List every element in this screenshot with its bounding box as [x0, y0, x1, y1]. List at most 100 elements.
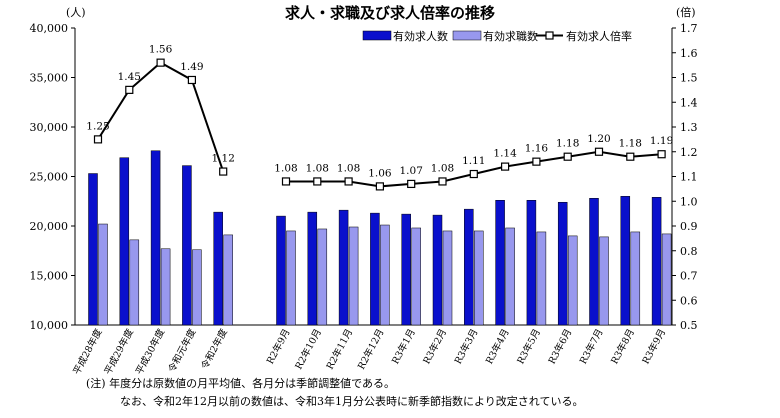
chart-title: 求人・求職及び求人倍率の推移: [284, 4, 495, 22]
note-line-1: (注) 年度分は原数値の月平均値、各月分は季節調整値である。: [86, 377, 395, 390]
x-category-label: R3年1月: [389, 327, 418, 366]
left-tick-label: 20,000: [30, 220, 69, 233]
bar-job-seekers: [129, 239, 140, 326]
legend-label: 有効求職数: [483, 29, 538, 43]
right-tick-label: 1.1: [680, 171, 698, 184]
ratio-data-label: 1.16: [525, 143, 549, 155]
ratio-data-label: 1.45: [118, 71, 141, 83]
bar-job-seekers: [98, 223, 108, 326]
ratio-marker: [594, 147, 604, 156]
left-tick-label: 35,000: [30, 72, 69, 85]
x-category-label: R3年4月: [483, 327, 512, 366]
ratio-data-label: 1.08: [274, 162, 297, 174]
x-category-label: R3年7月: [577, 327, 606, 366]
bar-job-seekers: [317, 228, 328, 326]
bar-job-offers: [182, 165, 192, 326]
bar-job-offers: [119, 157, 130, 326]
ratio-marker: [407, 179, 416, 189]
bar-job-seekers: [536, 231, 547, 326]
ratio-marker: [281, 177, 291, 186]
ratio-marker: [438, 177, 447, 186]
x-category-label: R2年9月: [264, 327, 293, 366]
bar-job-offers: [526, 200, 537, 326]
ratio-data-label: 1.49: [180, 61, 203, 73]
bar-job-seekers: [442, 230, 453, 326]
ratio-marker: [469, 169, 478, 179]
ratio-data-label: 1.18: [556, 138, 579, 150]
bar-job-seekers: [160, 248, 171, 326]
bar-job-seekers: [348, 226, 359, 326]
bar-job-seekers: [630, 231, 641, 326]
bar-job-offers: [307, 211, 318, 326]
x-category-label: R3年6月: [546, 327, 575, 366]
right-tick-label: 1.4: [680, 96, 698, 109]
bar-job-seekers: [192, 249, 202, 326]
right-tick-label: 1.6: [680, 47, 698, 60]
ratio-marker: [219, 167, 228, 176]
ratio-data-label: 1.25: [86, 120, 109, 132]
bar-job-offers: [213, 211, 223, 326]
bar-job-offers: [620, 196, 631, 326]
x-category-label: R2年12月: [355, 327, 386, 372]
ratio-marker: [563, 152, 572, 161]
right-tick-label: 0.9: [680, 220, 698, 233]
left-tick-label: 30,000: [30, 121, 69, 134]
ratio-data-label: 1.06: [368, 167, 392, 179]
ratio-marker: [375, 182, 384, 191]
legend-swatch: [452, 30, 482, 41]
bar-job-seekers: [599, 236, 609, 326]
ratio-data-label: 1.08: [431, 162, 454, 174]
ratio-marker: [93, 135, 103, 144]
right-tick-label: 1.0: [680, 195, 698, 208]
bar-job-seekers: [505, 227, 515, 326]
right-tick-label: 1.3: [680, 121, 698, 134]
bar-job-seekers: [223, 234, 233, 326]
ratio-data-label: 1.18: [619, 138, 642, 150]
bar-job-offers: [495, 200, 505, 326]
bar-job-offers: [370, 212, 380, 326]
bar-job-seekers: [380, 224, 390, 326]
ratio-marker: [344, 177, 353, 186]
x-category-label: R3年3月: [452, 327, 481, 366]
ratio-marker: [501, 162, 510, 171]
right-tick-label: 0.6: [680, 294, 698, 307]
right-tick-label: 1.2: [680, 146, 698, 159]
right-tick-label: 1.7: [680, 22, 698, 35]
bar-job-offers: [651, 197, 662, 326]
right-axis-unit: (倍): [676, 6, 696, 19]
bar-job-offers: [88, 173, 98, 326]
x-category-label: R3年2月: [421, 327, 450, 366]
x-category-label: R3年8月: [608, 327, 637, 366]
left-tick-label: 10,000: [30, 319, 69, 332]
right-tick-label: 0.7: [680, 270, 698, 283]
ratio-data-label: 1.19: [650, 135, 673, 147]
bar-job-offers: [401, 213, 411, 326]
x-category-label: 令和元年度: [166, 326, 199, 374]
x-category-label: 令和2年度: [199, 326, 231, 371]
bar-job-offers: [589, 198, 599, 326]
ratio-data-label: 1.14: [493, 148, 517, 160]
bar-job-offers: [557, 201, 568, 326]
right-tick-label: 0.5: [680, 319, 698, 332]
x-category-label: R2年10月: [293, 327, 324, 372]
legend-label: 有効求人倍率: [566, 29, 632, 43]
ratio-marker: [125, 85, 134, 94]
bar-job-offers: [338, 209, 349, 326]
left-tick-label: 40,000: [30, 22, 69, 35]
bar-job-offers: [464, 208, 474, 326]
ratio-marker: [626, 152, 635, 161]
right-tick-label: 0.8: [680, 245, 698, 258]
bar-job-seekers: [661, 233, 672, 326]
x-category-label: R3年9月: [640, 327, 669, 366]
bar-job-offers: [150, 150, 161, 326]
legend-marker: [545, 31, 554, 40]
x-category-label: 平成30年度: [133, 326, 167, 376]
x-category-label: R2年11月: [324, 327, 355, 372]
ratio-marker: [657, 150, 666, 159]
ratio-data-label: 1.07: [400, 165, 423, 177]
ratio-data-label: 1.11: [462, 155, 485, 167]
bar-job-offers: [432, 214, 443, 326]
legend-label: 有効求人数: [393, 29, 448, 43]
ratio-marker: [313, 177, 322, 186]
